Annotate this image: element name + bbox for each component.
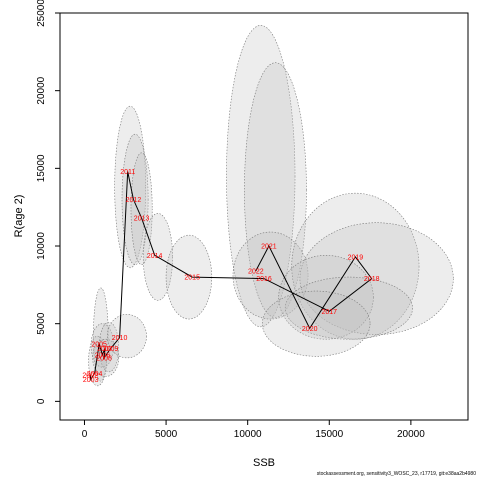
footer-credit: stockassessment.org, sensitivity3_WOSC_2… [316,471,476,477]
year-label: 2002 [82,372,98,379]
year-label: 2020 [302,326,318,333]
year-label: 2015 [184,275,200,282]
year-label: 2003 [83,377,99,384]
plot-frame [59,12,469,421]
y-tick-label: 5000 [36,312,47,335]
confidence-ellipse [88,335,107,387]
confidence-ellipse [107,314,147,359]
year-label: 2018 [364,276,380,283]
year-label: 2010 [112,335,128,342]
year-label: 2021 [261,244,277,251]
y-tick-label: 25000 [36,0,47,27]
confidence-ellipse [121,133,149,265]
x-tick-label: 5000 [155,429,178,440]
confidence-ellipse [130,152,153,265]
ellipse-layer [88,25,454,387]
y-tick-label: 15000 [36,154,47,182]
year-label: 2007 [97,346,113,353]
year-label: 2014 [147,253,163,260]
year-label: 2011 [120,169,135,176]
confidence-ellipse [90,323,115,368]
year-label: 2009 [103,346,119,353]
year-label: 2006 [95,352,111,359]
year-label: 2022 [248,268,264,275]
x-tick-label: 15000 [315,429,343,440]
confidence-ellipse [232,231,309,320]
y-tick-label: 0 [36,398,47,404]
confidence-ellipse [98,321,120,373]
x-tick-label: 20000 [397,429,425,440]
confidence-ellipse [291,192,420,340]
y-tick-label: 20000 [36,76,47,104]
confidence-ellipse [92,338,120,377]
year-label: 2012 [126,197,142,204]
confidence-ellipse [299,222,454,335]
y-axis-title: R(age 2) [13,195,25,238]
y-axis: 0 5000 10000 15000 20000 25000 [36,0,60,404]
x-axis: 0 5000 10000 15000 20000 [82,420,425,440]
x-tick-label: 10000 [234,429,262,440]
year-label: 2013 [134,216,150,223]
x-axis-title: SSB [253,457,275,469]
trajectory-line [89,171,373,382]
confidence-ellipse [284,276,413,340]
confidence-ellipse [278,255,374,340]
confidence-ellipse [114,105,146,269]
confidence-ellipse [262,290,371,357]
year-label: 2005 [91,341,107,348]
confidence-ellipse [226,25,296,328]
year-label: 2016 [256,276,272,283]
confidence-ellipse [244,62,307,318]
year-label: 2017 [321,309,337,316]
year-label: 2004 [87,371,103,378]
year-label: 2008 [96,355,112,362]
x-tick-label: 0 [82,429,88,440]
year-label: 2019 [348,254,364,261]
y-tick-label: 10000 [36,232,47,260]
